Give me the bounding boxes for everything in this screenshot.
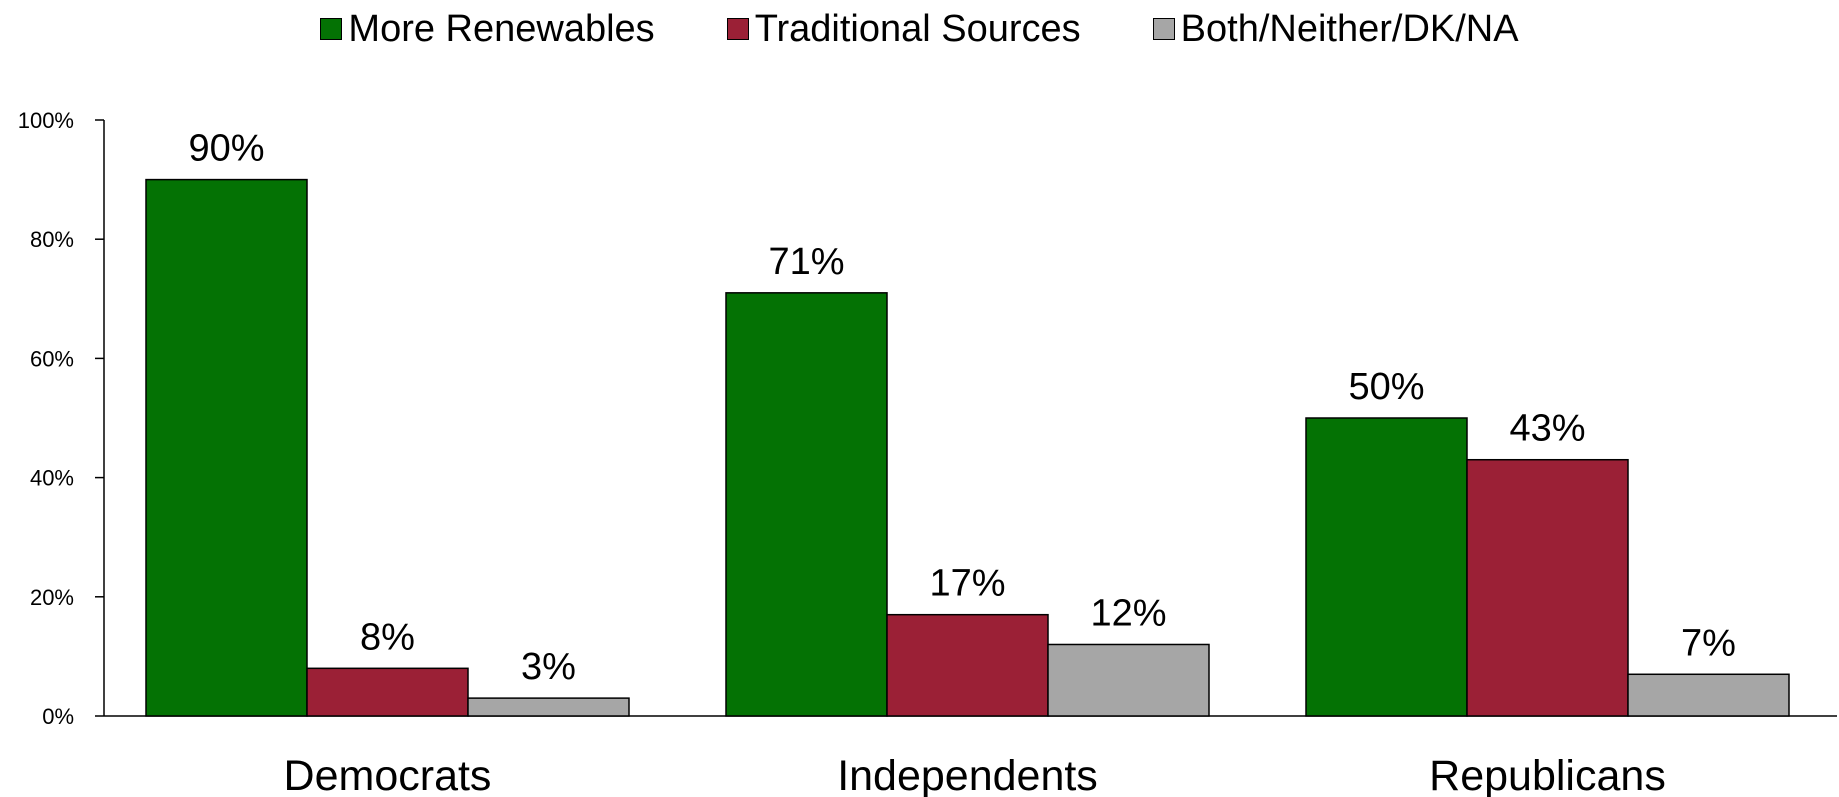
data-label: 90% xyxy=(188,128,264,170)
legend-swatch xyxy=(1152,18,1175,40)
bar-marks xyxy=(145,178,1790,717)
y-tick-label: 100% xyxy=(18,108,74,133)
bar xyxy=(1466,458,1629,717)
legend-item: More Renewables xyxy=(320,7,655,51)
data-label: 50% xyxy=(1348,366,1424,408)
legend-item: Both/Neither/DK/NA xyxy=(1152,7,1519,51)
data-label: 17% xyxy=(929,563,1005,605)
bar xyxy=(1047,643,1210,717)
data-label: 71% xyxy=(768,241,844,283)
bar xyxy=(306,667,469,717)
bar xyxy=(145,178,308,717)
y-tick-label: 0% xyxy=(42,704,74,729)
data-label: 7% xyxy=(1681,622,1736,664)
legend-label: Traditional Sources xyxy=(754,7,1081,50)
data-label: 43% xyxy=(1509,408,1585,450)
data-label: 8% xyxy=(360,616,415,658)
category-label: Democrats xyxy=(284,752,492,797)
legend-swatch xyxy=(726,18,749,40)
category-label: Independents xyxy=(837,752,1098,797)
bar xyxy=(725,292,888,717)
legend-item: Traditional Sources xyxy=(726,7,1081,51)
chart-labels: 90% 8% 3% Democrats 71% 17% 12% Independents 50%… xyxy=(188,128,1735,797)
y-tick-label: 80% xyxy=(30,227,74,252)
bar xyxy=(886,613,1049,717)
bar xyxy=(1627,673,1790,717)
category-label: Republicans xyxy=(1429,752,1666,797)
legend-swatch xyxy=(320,18,343,40)
y-tick-label: 60% xyxy=(30,346,74,371)
data-label: 3% xyxy=(521,646,576,688)
legend-label: Both/Neither/DK/NA xyxy=(1180,7,1519,50)
y-tick-label: 20% xyxy=(30,585,74,610)
legend-label: More Renewables xyxy=(348,7,655,50)
bar xyxy=(1305,417,1468,717)
data-label: 12% xyxy=(1090,592,1166,634)
y-tick-label: 40% xyxy=(30,466,74,491)
bar xyxy=(467,697,630,717)
chart-legend: More Renewables Traditional Sources Both/N… xyxy=(0,4,1839,54)
